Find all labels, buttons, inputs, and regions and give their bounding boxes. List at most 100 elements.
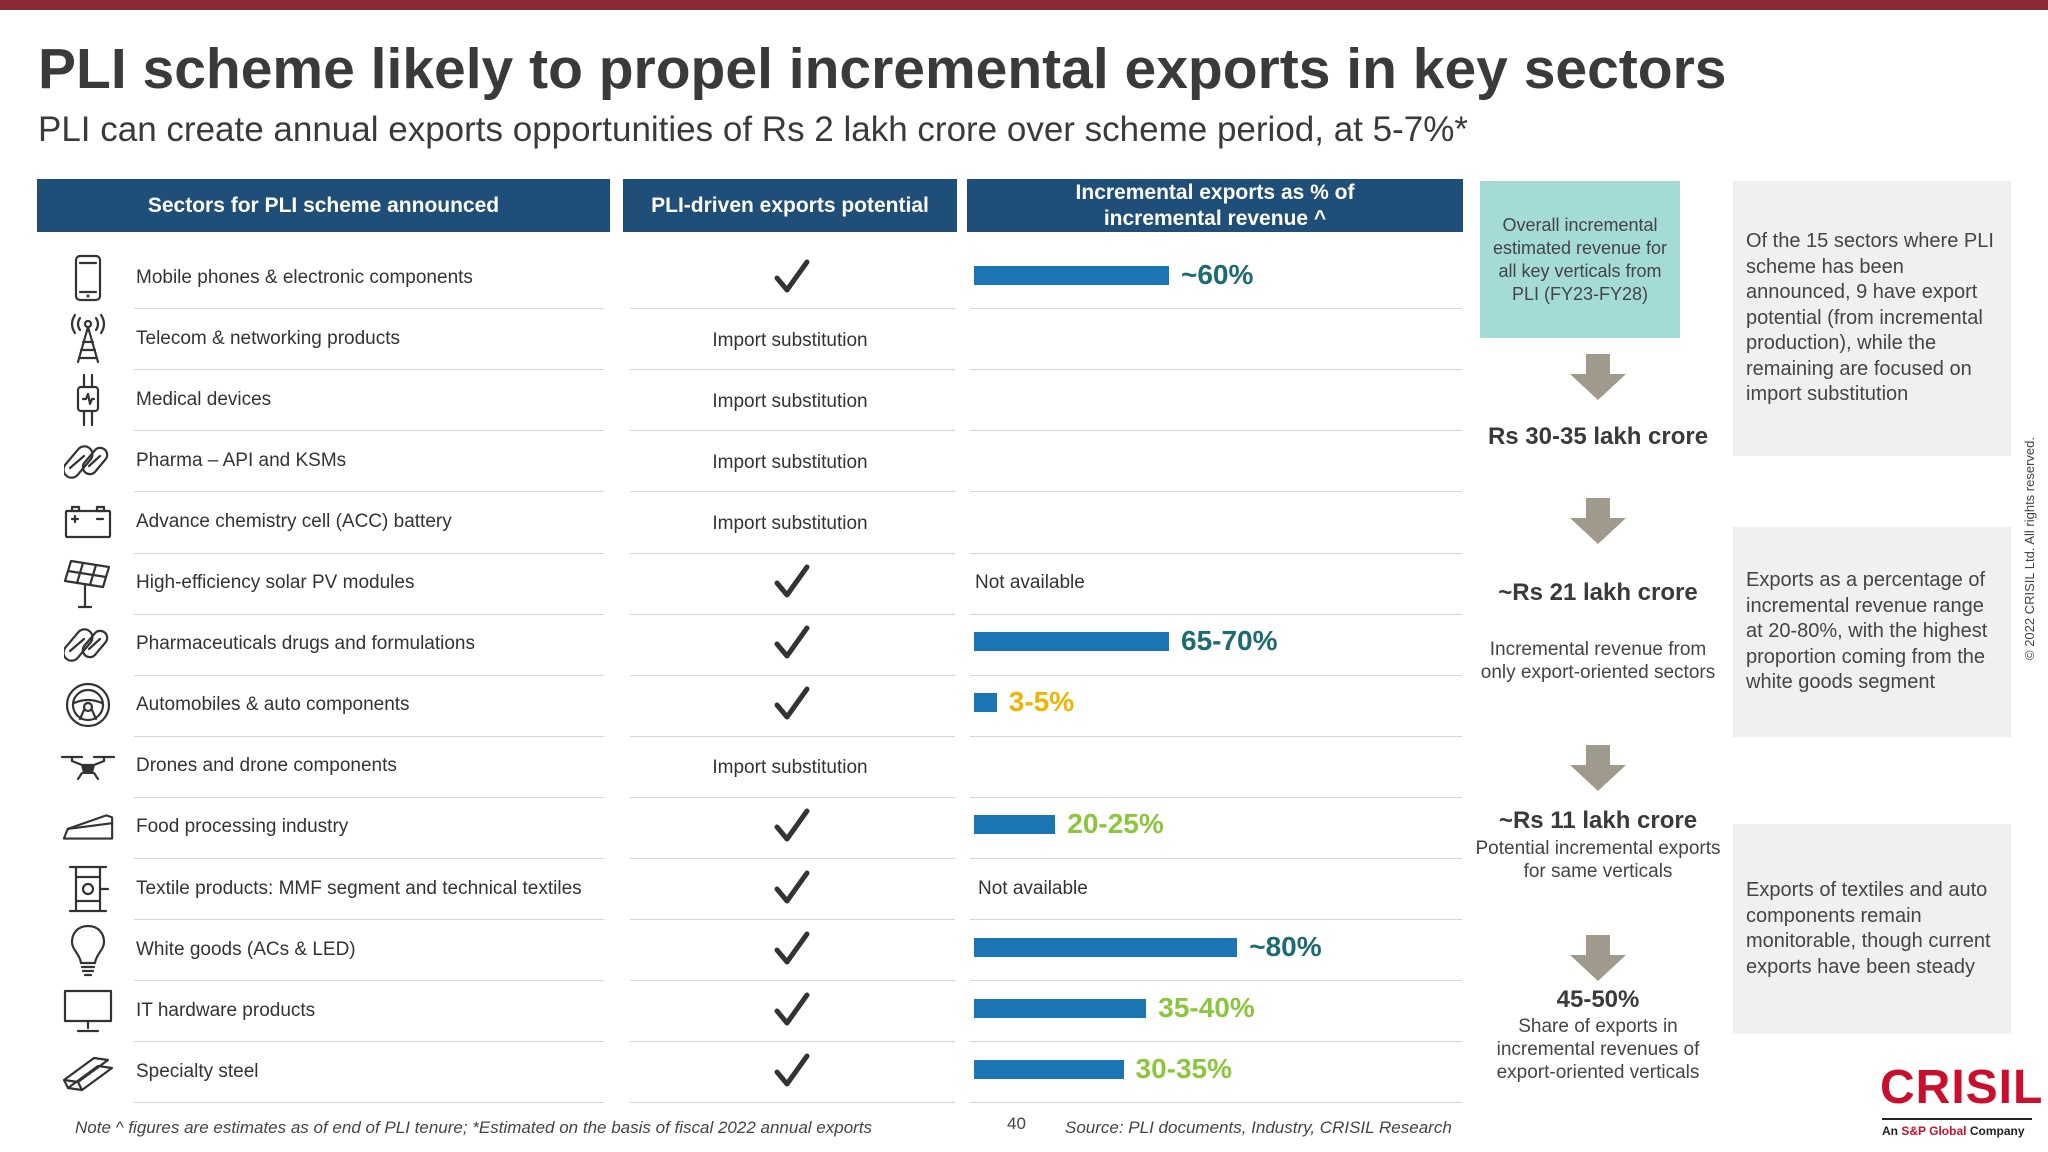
row-divider bbox=[630, 735, 955, 737]
row-divider bbox=[134, 980, 604, 982]
food-icon bbox=[60, 799, 116, 855]
sector-label: White goods (ACs & LED) bbox=[136, 938, 356, 960]
sector-label: Specialty steel bbox=[136, 1060, 259, 1082]
sector-label: Mobile phones & electronic components bbox=[136, 266, 473, 288]
row-divider bbox=[630, 552, 955, 554]
sector-label: IT hardware products bbox=[136, 999, 316, 1021]
flow-step-2-value: ~Rs 21 lakh crore bbox=[1498, 579, 1698, 606]
down-arrow-icon bbox=[1568, 935, 1628, 983]
not-available-label: Not available bbox=[978, 877, 1088, 899]
row-divider bbox=[970, 980, 1462, 982]
check-icon bbox=[771, 683, 811, 723]
check-icon bbox=[771, 867, 811, 907]
row-divider bbox=[970, 308, 1462, 310]
page-subtitle: PLI can create annual exports opportunit… bbox=[38, 110, 1468, 149]
row-divider bbox=[970, 674, 1462, 676]
row-divider bbox=[970, 1102, 1462, 1104]
check-icon bbox=[771, 989, 811, 1029]
sector-label: High-efficiency solar PV modules bbox=[136, 572, 415, 594]
flow-step-3-value: ~Rs 11 lakh crore bbox=[1498, 807, 1698, 834]
export-share-bar bbox=[974, 1059, 1124, 1079]
row-divider bbox=[134, 796, 604, 798]
check-icon bbox=[771, 256, 811, 296]
row-divider bbox=[630, 1041, 955, 1043]
medical-device-icon bbox=[60, 372, 116, 428]
row-divider bbox=[970, 735, 1462, 737]
sector-label: Advance chemistry cell (ACC) battery bbox=[136, 510, 452, 532]
row-divider bbox=[630, 308, 955, 310]
page-number: 40 bbox=[1007, 1114, 1026, 1133]
source-note: Source: PLI documents, Industry, CRISIL … bbox=[1065, 1118, 1452, 1137]
export-share-bar bbox=[974, 265, 1169, 285]
row-divider bbox=[134, 308, 604, 310]
row-divider bbox=[134, 674, 604, 676]
row-divider bbox=[970, 491, 1462, 493]
down-arrow-icon bbox=[1568, 498, 1628, 546]
header-potential: PLI-driven exports potential bbox=[623, 179, 957, 232]
mobile-phone-icon bbox=[60, 250, 116, 306]
row-divider bbox=[630, 491, 955, 493]
monitor-icon bbox=[60, 983, 116, 1039]
page-title: PLI scheme likely to propel incremental … bbox=[38, 37, 1727, 101]
import-substitution-label: Import substitution bbox=[712, 390, 868, 412]
export-share-bar bbox=[974, 998, 1147, 1018]
flow-step-4-value: 45-50% bbox=[1556, 986, 1640, 1013]
pills-icon bbox=[60, 433, 116, 489]
export-share-bar bbox=[974, 937, 1238, 957]
copyright-text: © 2022 CRISIL Ltd. All rights reserved. bbox=[2022, 437, 2037, 660]
row-divider bbox=[630, 1102, 955, 1104]
row-divider bbox=[134, 552, 604, 554]
check-icon bbox=[771, 928, 811, 968]
row-divider bbox=[970, 613, 1462, 615]
pills-icon bbox=[60, 616, 116, 672]
check-icon bbox=[771, 622, 811, 662]
crisil-logo: CRISIL bbox=[1880, 1061, 2044, 1114]
export-share-bar bbox=[974, 815, 1056, 835]
flow-step-3-text: Potential incremental exports for same v… bbox=[1475, 838, 1721, 882]
steel-bars-icon bbox=[60, 1044, 116, 1100]
insight-box-2: Exports as a percentage of incremental r… bbox=[1733, 527, 2011, 737]
row-divider bbox=[134, 1041, 604, 1043]
footnote: Note ^ figures are estimates as of end o… bbox=[75, 1118, 873, 1137]
row-divider bbox=[970, 430, 1462, 432]
logo-tagline: An S&P Global Company bbox=[1882, 1124, 2025, 1138]
light-bulb-icon bbox=[60, 922, 116, 978]
flow-step-4-text: Share of exports in incremental revenues… bbox=[1496, 1016, 1700, 1083]
row-divider bbox=[630, 613, 955, 615]
row-divider bbox=[630, 858, 955, 859]
row-divider bbox=[134, 491, 604, 493]
header-incremental: Incremental exports as % of incremental r… bbox=[967, 179, 1463, 232]
export-share-bar bbox=[974, 693, 997, 713]
check-icon bbox=[771, 561, 811, 601]
check-icon bbox=[771, 805, 811, 845]
row-divider bbox=[134, 613, 604, 615]
export-share-label: ~80% bbox=[1249, 930, 1322, 962]
top-accent-bar bbox=[0, 0, 2048, 10]
flow-step-1-value: Rs 30-35 lakh crore bbox=[1487, 423, 1709, 450]
row-divider bbox=[134, 919, 604, 921]
header-sectors: Sectors for PLI scheme announced bbox=[37, 179, 610, 232]
overall-revenue-box: Overall incremental estimated revenue fo… bbox=[1480, 181, 1680, 338]
row-divider bbox=[134, 430, 604, 432]
row-divider bbox=[630, 796, 955, 798]
sector-label: Medical devices bbox=[136, 388, 272, 410]
row-divider bbox=[970, 369, 1462, 371]
row-divider bbox=[630, 430, 955, 432]
sector-label: Pharmaceuticals drugs and formulations bbox=[136, 633, 476, 655]
row-divider bbox=[134, 735, 604, 737]
sector-label: Food processing industry bbox=[136, 816, 349, 838]
sector-label: Automobiles & auto components bbox=[136, 694, 410, 716]
sector-label: Telecom & networking products bbox=[136, 327, 401, 349]
import-substitution-label: Import substitution bbox=[712, 757, 868, 779]
export-share-label: 35-40% bbox=[1158, 991, 1255, 1023]
row-divider bbox=[970, 919, 1462, 921]
logo-divider bbox=[1882, 1118, 2032, 1120]
not-available-label: Not available bbox=[975, 572, 1085, 594]
down-arrow-icon bbox=[1568, 745, 1628, 793]
row-divider bbox=[970, 796, 1462, 798]
battery-icon bbox=[60, 494, 116, 550]
row-divider bbox=[630, 980, 955, 982]
row-divider bbox=[970, 1041, 1462, 1043]
row-divider bbox=[630, 919, 955, 921]
insight-box-3: Exports of textiles and auto components … bbox=[1733, 824, 2011, 1034]
